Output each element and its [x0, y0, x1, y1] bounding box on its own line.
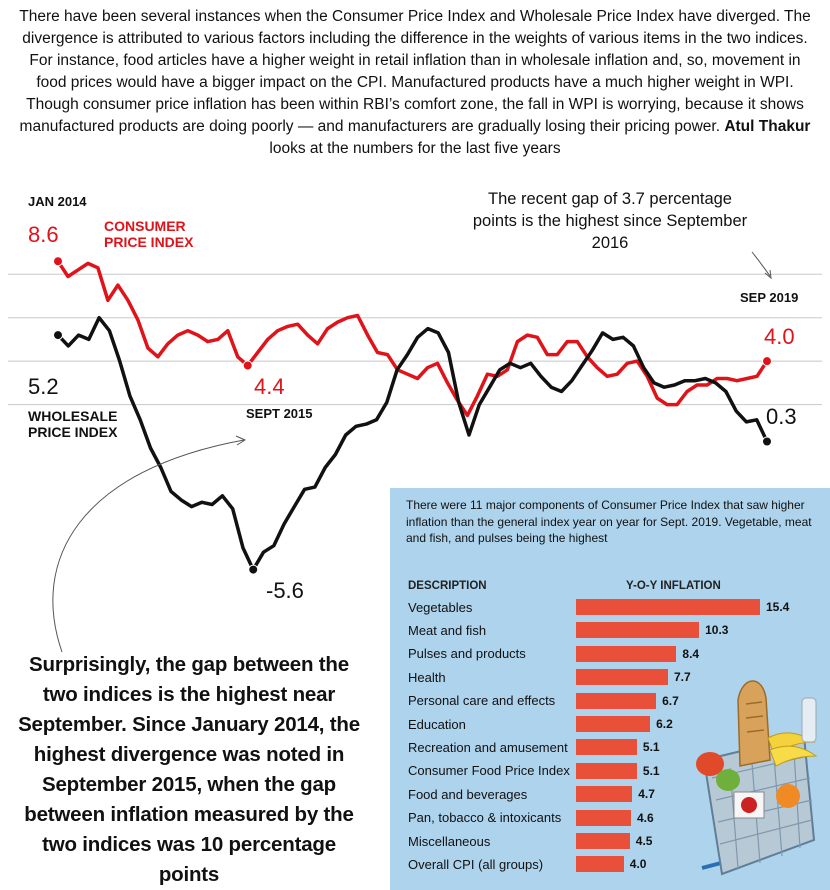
- bar-value-label: 4.6: [637, 810, 654, 825]
- bar-label: Pulses and products: [408, 646, 526, 662]
- bar: [576, 762, 637, 779]
- bar-label: Education: [408, 716, 466, 732]
- annotation-top: The recent gap of 3.7 percentage points …: [472, 190, 748, 252]
- bar: [576, 645, 677, 662]
- cpi-series-line: [56, 260, 769, 418]
- bar: [576, 692, 657, 709]
- bar: [576, 833, 630, 849]
- wpi-series-line: [56, 315, 769, 572]
- bar-value-label: 4.0: [629, 857, 647, 872]
- inflation-header: Y-O-Y INFLATION: [626, 580, 721, 592]
- bar-label: Meat and fish: [408, 622, 487, 638]
- bar-label: Recreation and amusement: [408, 739, 568, 755]
- cpi-point-end: [762, 356, 772, 367]
- annotation-arrows: [52, 251, 772, 653]
- bar-value-label: 4.7: [638, 787, 655, 802]
- cpi-sept2015-value: 4.4: [254, 374, 285, 399]
- bar-value-label: 7.7: [674, 670, 691, 685]
- wpi-point-start: [53, 330, 63, 341]
- bar: [576, 716, 651, 732]
- bar-value-label: 8.4: [682, 646, 700, 661]
- intro-tail: looks at the numbers for the last five y…: [269, 140, 561, 157]
- wpi-point-marked: [248, 564, 259, 575]
- bar-label: Personal care and effects: [408, 693, 556, 709]
- bar-value-label: 6.2: [656, 717, 673, 731]
- annotation-arrow-top: [751, 251, 771, 277]
- annotation-arrow-top-head: [764, 269, 772, 280]
- bar-label: Vegetables: [408, 599, 473, 615]
- annotation-bottom: Surprisingly, the gap between the two in…: [18, 653, 360, 886]
- intro-body: There have been several instances when t…: [19, 8, 811, 135]
- wpi-start-value: 5.2: [28, 374, 59, 399]
- wpi-point-end: [762, 436, 772, 447]
- wpi-legend-line1: WHOLESALE: [28, 408, 118, 424]
- bar: [576, 599, 760, 615]
- bar-value-label: 15.4: [766, 600, 790, 614]
- sept2015-label: SEPT 2015: [246, 406, 313, 421]
- wpi-sept2015-value: -5.6: [266, 578, 304, 603]
- shopping-basket-illustration: [696, 680, 818, 876]
- bar-label: Overall CPI (all groups): [408, 856, 544, 872]
- panel-intro-text: There were 11 major components of Consum…: [406, 498, 812, 545]
- description-header: DESCRIPTION: [408, 580, 487, 592]
- bar: [576, 786, 633, 803]
- start-date-label: JAN 2014: [28, 194, 87, 209]
- annotation-arrow-bottom-head: [235, 435, 247, 446]
- cpi-legend-label: CONSUMER PRICE INDEX: [104, 218, 193, 250]
- bar-label: Pan, tobacco & intoxicants: [408, 810, 562, 826]
- bar: [576, 622, 700, 639]
- cpi-point-marked: [242, 360, 253, 371]
- wpi-end-value: 0.3: [766, 404, 797, 429]
- end-date-label: SEP 2019: [740, 290, 799, 305]
- wpi-legend-label: WHOLESALE PRICE INDEX: [28, 408, 117, 440]
- annotation-arrow-bottom: [52, 439, 245, 653]
- wpi-legend-line2: PRICE INDEX: [28, 424, 118, 440]
- bar-label: Health: [408, 669, 446, 685]
- intro-text: There have been several instances when t…: [18, 6, 812, 160]
- bar-value-label: 5.1: [642, 740, 660, 755]
- cpi-end-value: 4.0: [764, 324, 795, 349]
- cpi-start-value: 8.6: [28, 222, 59, 247]
- bar-label: Food and beverages: [408, 786, 528, 802]
- chart-series: [53, 256, 772, 575]
- cpi-point-start: [53, 256, 63, 267]
- bar-label: Consumer Food Price Index: [408, 763, 570, 779]
- bar-value-label: 6.7: [662, 693, 679, 708]
- bar: [576, 809, 631, 826]
- bar-value-label: 10.3: [705, 623, 729, 638]
- bar: [576, 669, 668, 686]
- bar-value-label: 4.5: [635, 834, 653, 848]
- bar-label: Miscellaneous: [408, 833, 491, 849]
- bar-value-label: 5.1: [642, 763, 660, 778]
- bar: [576, 739, 637, 756]
- cpi-legend-line2: PRICE INDEX: [104, 234, 194, 250]
- chart-grid: [8, 273, 822, 406]
- author-name: Atul Thakur: [724, 118, 811, 135]
- cpi-legend-line1: CONSUMER: [104, 218, 186, 234]
- bar: [576, 856, 624, 873]
